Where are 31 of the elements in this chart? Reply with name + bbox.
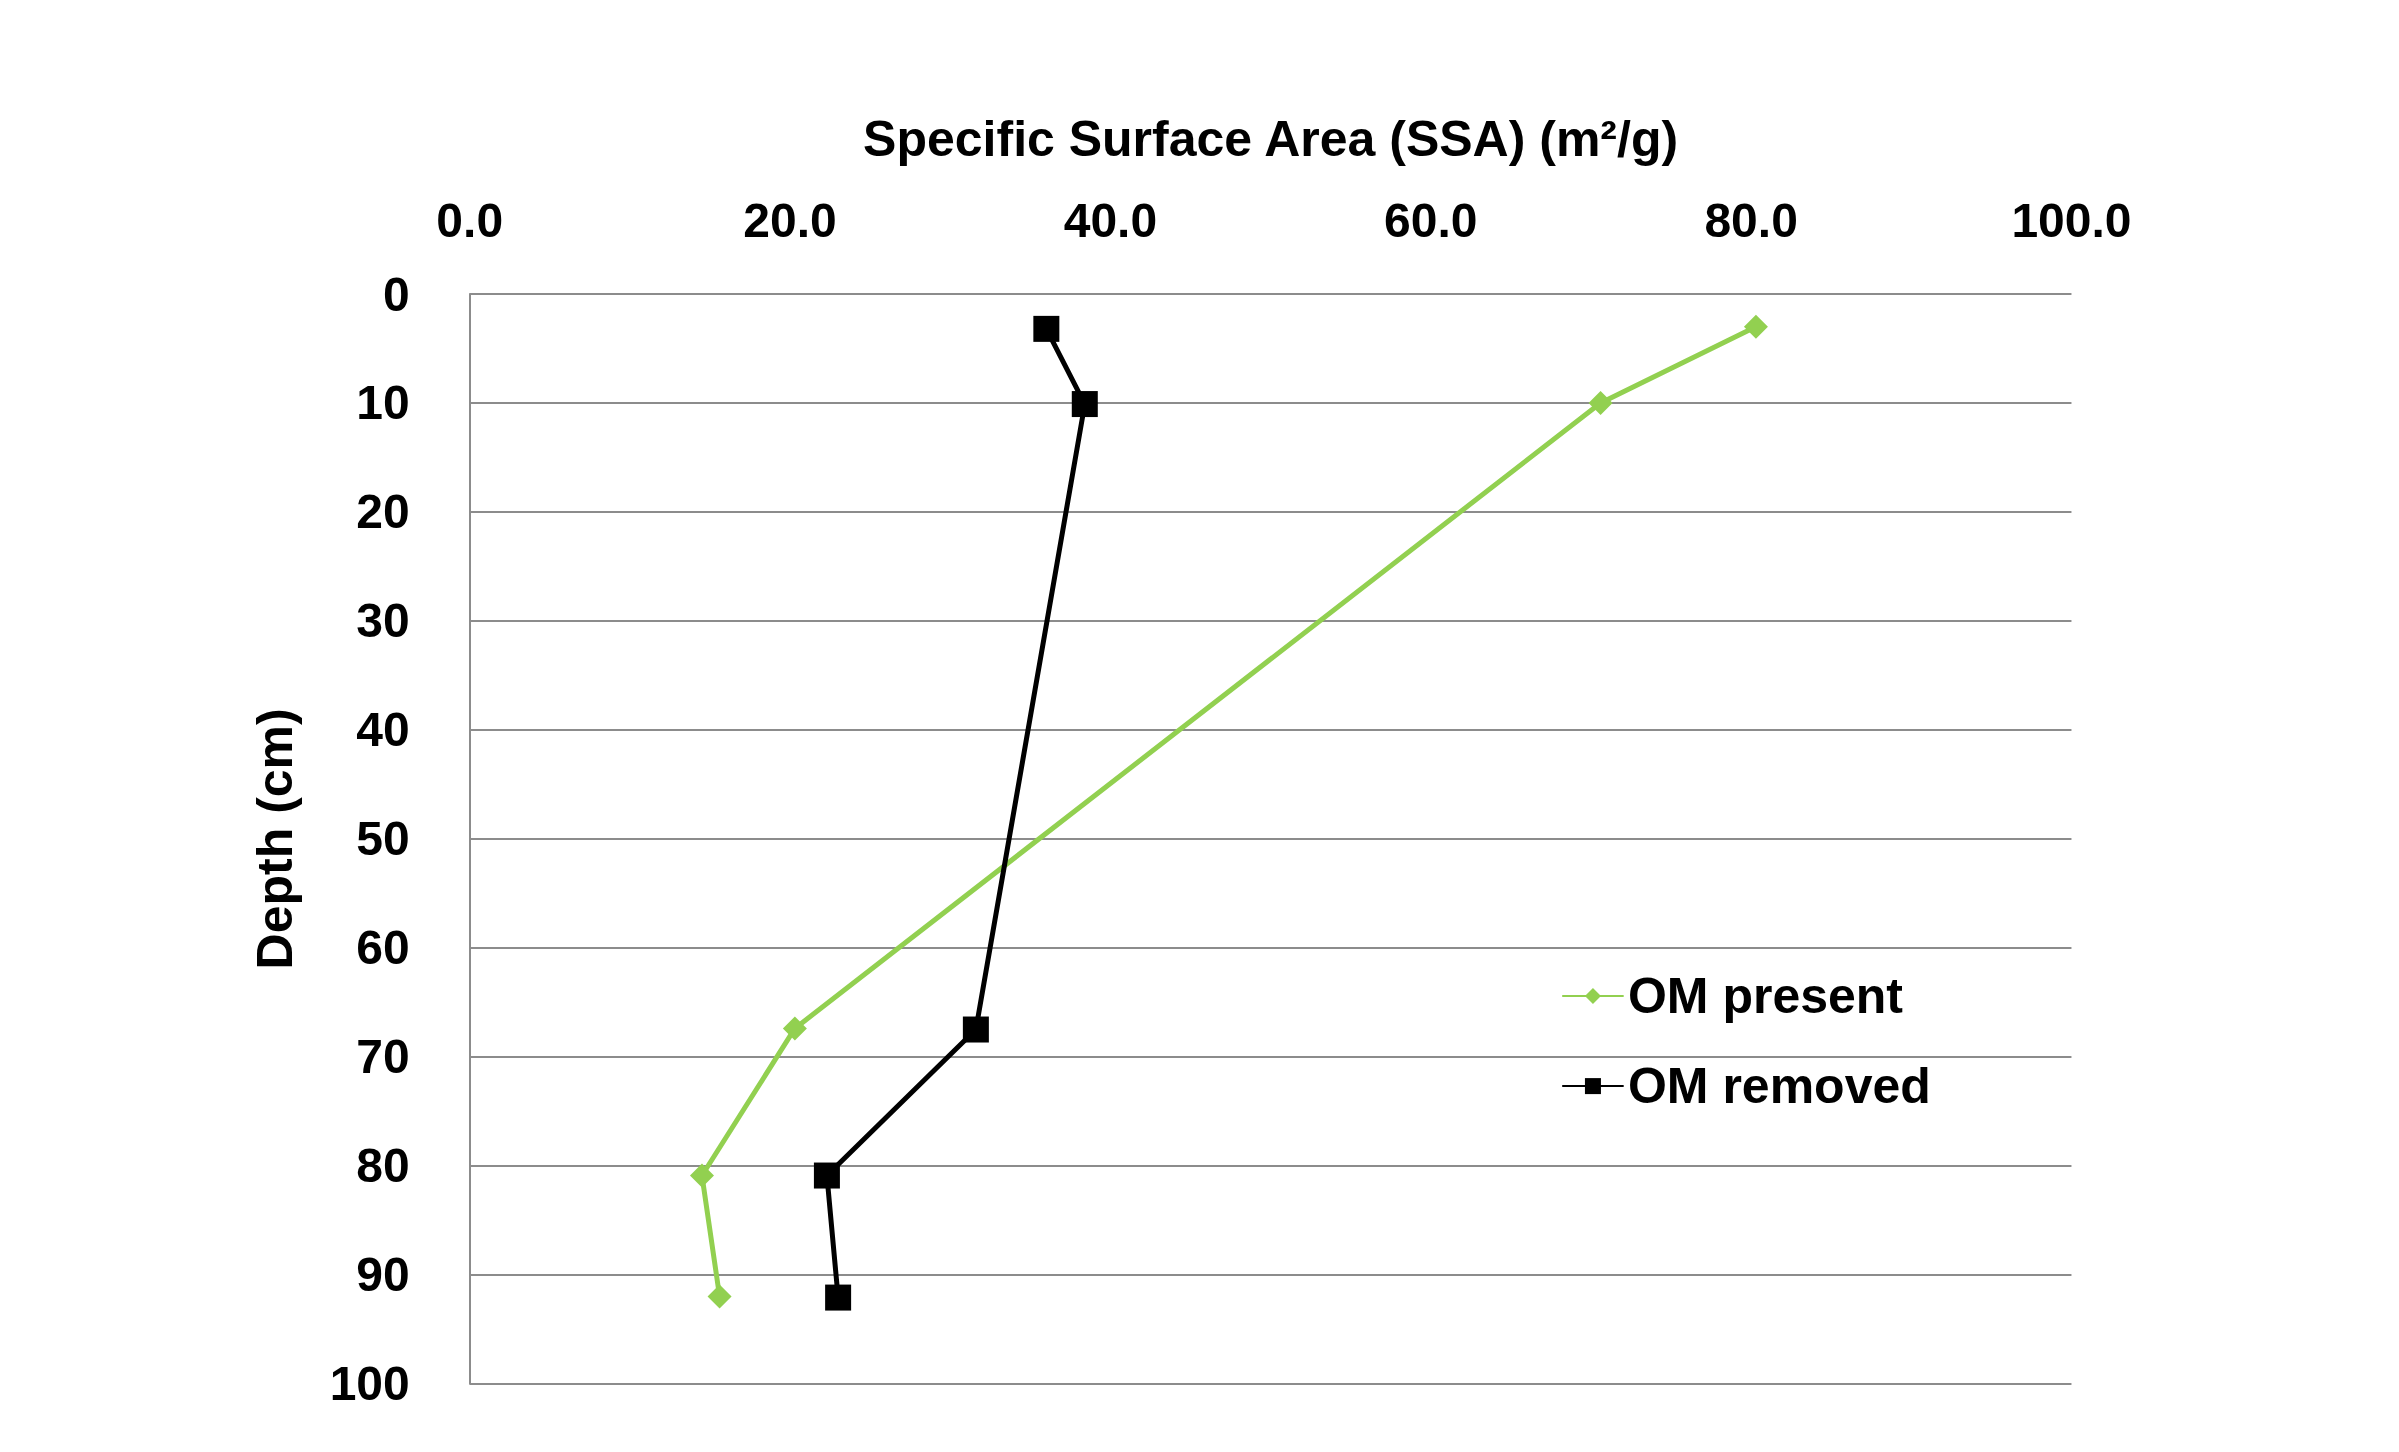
- point: [1033, 315, 1060, 342]
- y-tick-label: 100: [329, 1357, 410, 1411]
- x-axis-title: Specific Surface Area (SSA) (m²/g): [863, 111, 1679, 167]
- y-tick-label: 30: [356, 594, 410, 648]
- y-tick-label: 0: [383, 267, 410, 321]
- point: [689, 1163, 714, 1188]
- y-tick-label: 80: [356, 1139, 410, 1193]
- y-tick-label: 70: [356, 1030, 410, 1084]
- y-tick-label: 10: [356, 376, 410, 430]
- point: [782, 1016, 807, 1041]
- legend-label: OM removed: [1627, 1058, 1931, 1115]
- x-tick-label: 80.0: [1704, 193, 1798, 247]
- x-tick-label: 60.0: [1384, 193, 1478, 247]
- point: [1743, 314, 1768, 339]
- y-tick-label: 50: [356, 812, 410, 866]
- y-tick-label: 90: [356, 1248, 410, 1302]
- point: [813, 1162, 840, 1189]
- point: [707, 1284, 732, 1309]
- x-tick-label: 100.0: [2011, 193, 2132, 247]
- y-tick-label: 40: [356, 703, 410, 757]
- y-tick-label: 20: [356, 485, 410, 539]
- y-tick-label: 60: [356, 921, 410, 975]
- x-tick-label: 40.0: [1063, 193, 1158, 247]
- point: [962, 1016, 989, 1043]
- point: [1588, 390, 1613, 415]
- x-tick-label: 0.0: [436, 193, 504, 247]
- y-axis-title: Depth (cm): [246, 708, 303, 970]
- legend-label: OM present: [1627, 968, 1904, 1025]
- point: [825, 1284, 852, 1311]
- point: [1071, 391, 1098, 418]
- x-tick-label: 20.0: [743, 193, 837, 247]
